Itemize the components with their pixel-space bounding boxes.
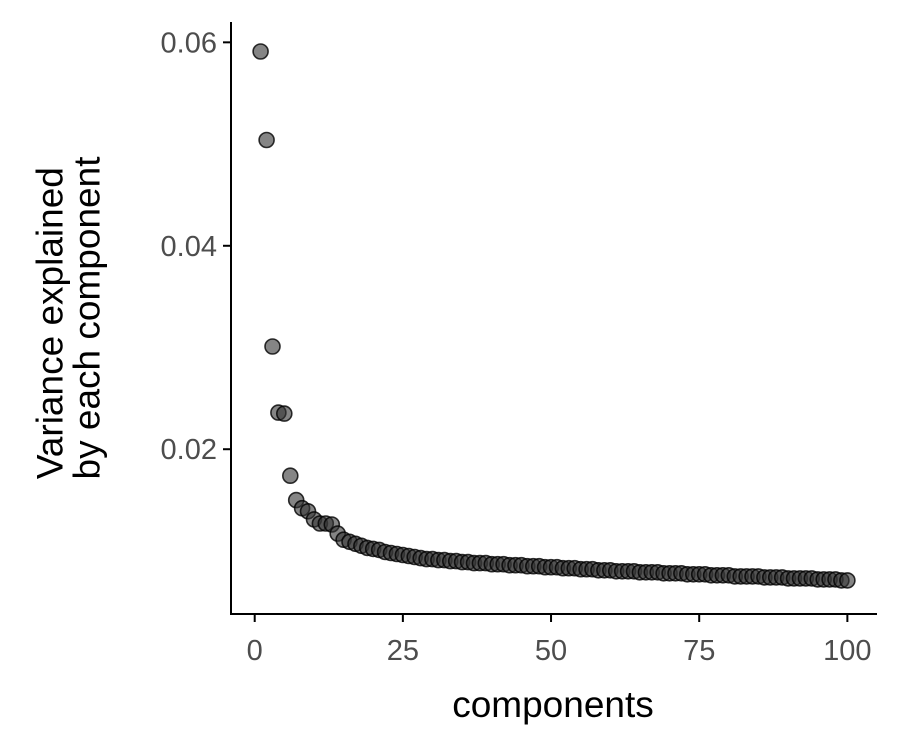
data-point [258, 131, 275, 149]
x-tick-label: 25 [387, 635, 419, 667]
x-tick-label: 0 [247, 635, 263, 667]
data-point [275, 405, 293, 422]
data-point [839, 572, 856, 589]
x-axis-ticks: 0 25 50 75 100 [247, 614, 872, 667]
y-tick-label: 0.04 [161, 231, 217, 263]
x-tick-label: 75 [683, 635, 715, 667]
y-axis-title: Variance explained by each component [29, 156, 107, 480]
data-point [281, 467, 299, 485]
x-tick-label: 50 [535, 635, 567, 667]
y-tick-label: 0.02 [161, 434, 217, 466]
x-axis-title: components [452, 684, 654, 725]
data-point [264, 338, 281, 355]
data-point [252, 43, 269, 60]
y-tick-label: 0.06 [161, 27, 217, 59]
x-tick-label: 100 [823, 635, 871, 667]
y-axis-title-line-1: Variance explained [29, 167, 70, 479]
y-axis-title-line-2: by each component [66, 156, 107, 480]
y-axis-ticks: 0.02 0.04 0.06 [161, 27, 231, 466]
data-points [252, 43, 856, 589]
